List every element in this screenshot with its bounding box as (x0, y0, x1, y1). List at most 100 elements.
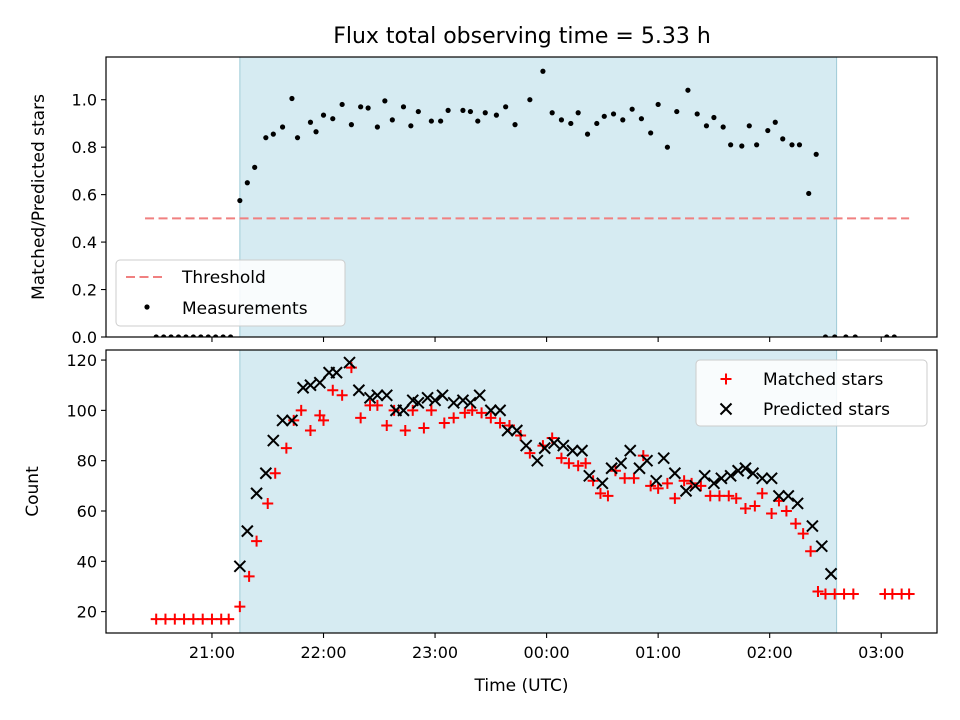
matched-point (371, 399, 383, 411)
measurement-point (438, 118, 444, 124)
measurement-point (482, 110, 488, 116)
matched-point (381, 419, 393, 431)
matched-point (327, 384, 339, 396)
matched-point (805, 545, 817, 557)
measurement-point (843, 334, 849, 337)
predicted-point (824, 567, 838, 581)
y-tick-label: 120 (66, 351, 97, 370)
predicted-point (596, 477, 609, 490)
x-tick-label: 02:00 (747, 643, 793, 662)
matched-point (704, 490, 716, 502)
predicted-point (371, 389, 384, 402)
matched-point (678, 475, 690, 487)
matched-point (459, 407, 471, 419)
measurement-point (813, 151, 819, 157)
measurement-point (512, 122, 518, 128)
measurement-point (244, 180, 250, 186)
measurement-point (358, 104, 364, 110)
measurement-point (754, 142, 760, 148)
measurement-point (263, 135, 269, 141)
series-predicted-stars (233, 356, 838, 581)
measurement-point (339, 101, 345, 108)
measurement-point (237, 197, 243, 204)
measurement-point (655, 101, 661, 108)
measurement-point (703, 123, 710, 129)
measurement-point (664, 144, 670, 150)
matched-point (780, 505, 792, 517)
predicted-point (531, 454, 544, 467)
measurement-point (330, 116, 336, 122)
predicted-point (250, 487, 263, 500)
predicted-point (447, 396, 460, 410)
matched-point (418, 422, 430, 434)
measurement-point (307, 119, 314, 125)
predicted-point (756, 472, 769, 485)
y-axis-label: Matched/Predicted stars (29, 94, 49, 300)
matched-point (594, 487, 606, 499)
predicted-point (724, 469, 737, 482)
matched-point (730, 492, 742, 504)
matched-point (812, 585, 824, 597)
measurement-point (198, 334, 204, 337)
measurement-point (772, 119, 778, 125)
predicted-point (772, 489, 786, 503)
measurement-point (620, 117, 626, 123)
predicted-point (731, 464, 745, 477)
measurement-point (558, 117, 565, 123)
measurement-point (648, 130, 654, 136)
measurement-point (674, 108, 680, 115)
predicted-point (285, 414, 299, 427)
measurement-point (475, 118, 481, 124)
axes-frame (105, 349, 938, 634)
matched-point (723, 490, 735, 502)
matched-point (234, 601, 246, 613)
y-tick-label: 80 (77, 452, 97, 471)
measurement-point (503, 104, 509, 110)
measurement-point (568, 120, 574, 127)
predicted-point (715, 472, 728, 485)
predicted-point (493, 404, 507, 417)
predicted-point (412, 396, 425, 410)
predicted-point (380, 389, 393, 402)
matched-point (756, 487, 768, 499)
measurement-point (739, 143, 745, 149)
y-axis-label: Count (23, 466, 43, 517)
matched-point (466, 404, 478, 416)
legend-measurements-swatch (144, 304, 150, 310)
matched-point (669, 492, 681, 504)
predicted-point (233, 560, 247, 573)
matched-point (838, 588, 850, 600)
matched-point (580, 457, 592, 469)
matched-point (790, 518, 802, 530)
legend-box (695, 359, 928, 427)
matched-point (485, 412, 497, 424)
measurement-point (313, 129, 319, 135)
measurement-point (175, 334, 182, 337)
measurement-point (408, 123, 414, 129)
matched-point (388, 404, 400, 416)
matched-point (602, 490, 614, 502)
measurement-point (601, 113, 607, 119)
legend-matched-swatch (720, 373, 732, 385)
predicted-point (640, 454, 654, 467)
predicted-point (363, 391, 377, 405)
measurement-point (796, 142, 803, 148)
measurement-point (540, 68, 546, 74)
matched-point (318, 414, 330, 426)
measurement-point (493, 112, 500, 118)
measurement-point (445, 107, 451, 113)
measurement-point (220, 334, 226, 337)
x-axis: 21:00 22:00 23:00 00:00 01:00 02:00 03:00 (189, 633, 904, 662)
matched-point (494, 417, 506, 429)
predicted-point (605, 462, 618, 475)
measurement-point (822, 334, 829, 337)
measurement-point (320, 112, 327, 118)
measurement-point (884, 334, 890, 337)
predicted-point (689, 479, 702, 493)
predicted-point (267, 434, 280, 447)
measurement-point (400, 104, 407, 110)
measurement-point (728, 142, 734, 148)
matched-point (187, 613, 199, 625)
predicted-point (566, 444, 579, 457)
plot-area (145, 68, 910, 337)
